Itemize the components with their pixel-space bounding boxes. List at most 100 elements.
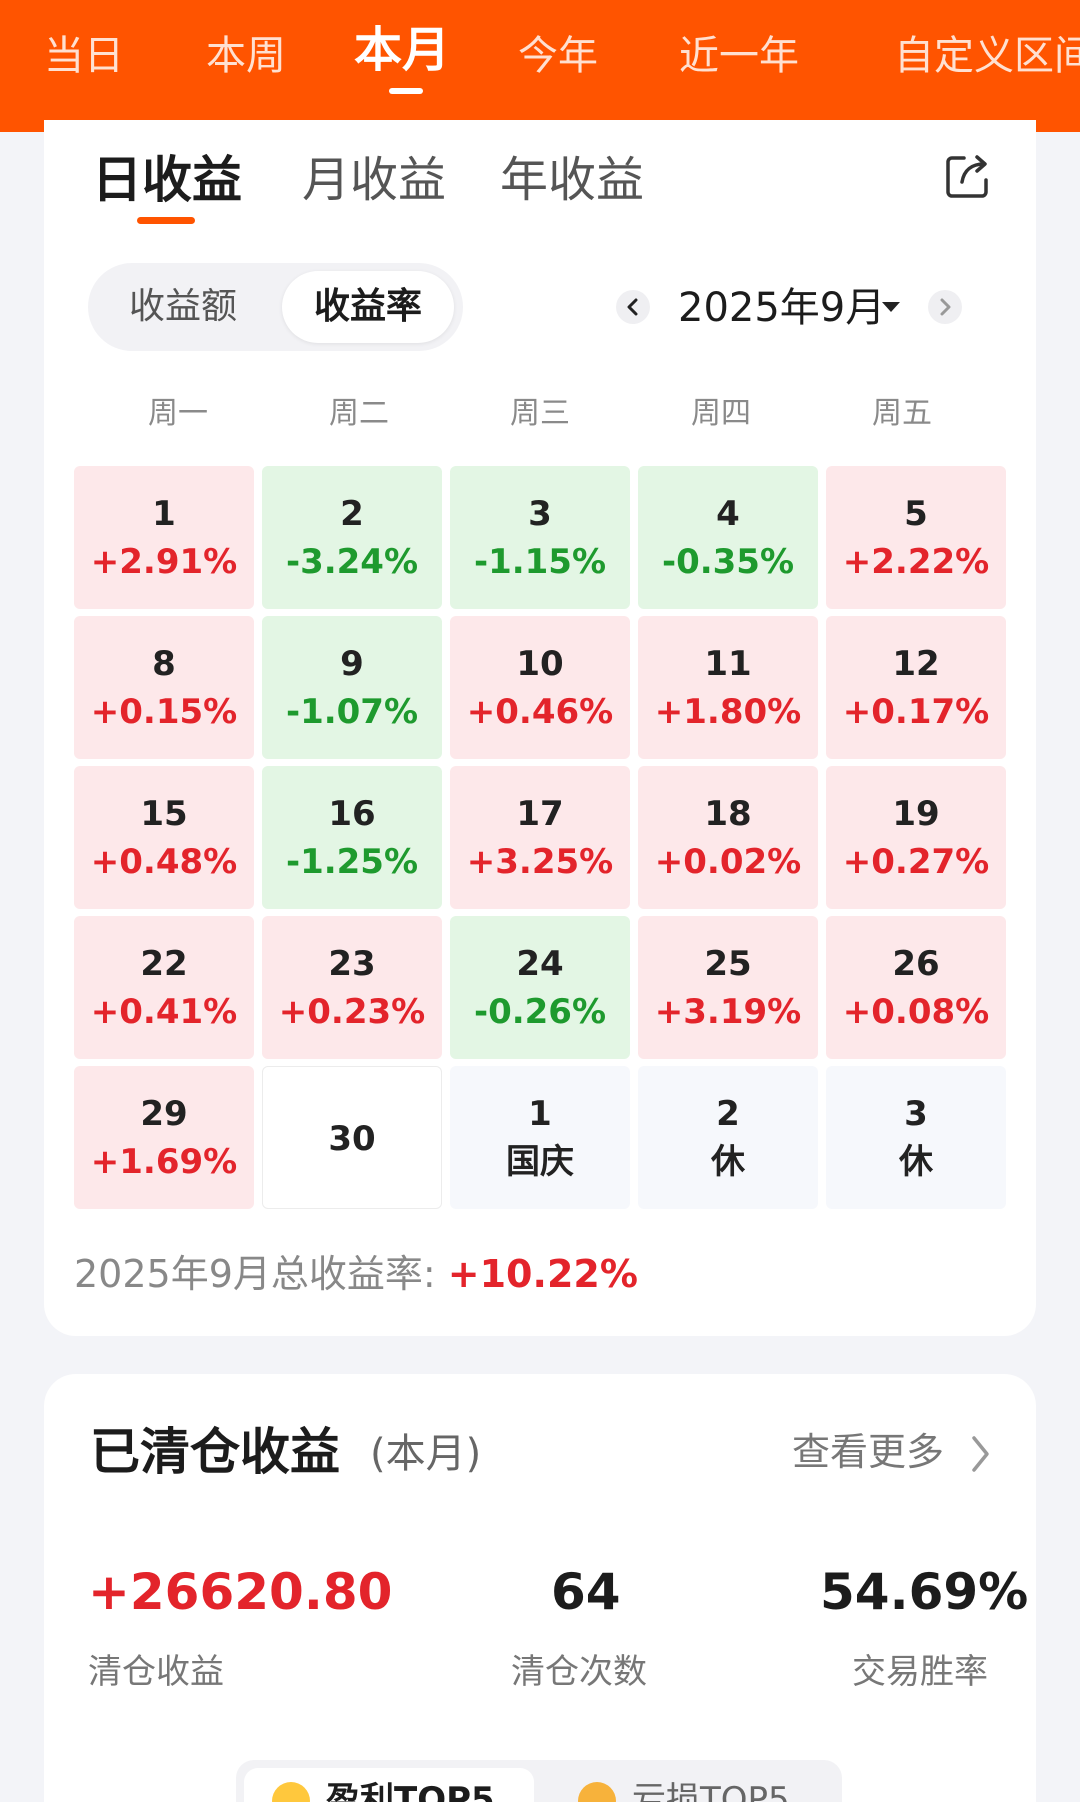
day-return: +2.22% (842, 542, 990, 582)
weekday-label: 周二 (329, 396, 389, 431)
segment-rate[interactable]: 收益率 (282, 271, 454, 343)
caret-down-icon[interactable] (882, 302, 900, 312)
chevron-left-icon (627, 298, 638, 316)
cleared-count-value: 64 (551, 1563, 621, 1621)
day-number: 18 (704, 794, 752, 834)
day-number: 5 (904, 494, 928, 534)
day-return: +0.23% (278, 992, 426, 1032)
calendar-day-cell[interactable]: 1 +2.91% (74, 466, 254, 609)
view-more-link[interactable]: 查看更多 (792, 1430, 945, 1474)
day-return: +0.08% (842, 992, 990, 1032)
cleared-profit-value: +26620.80 (88, 1563, 393, 1621)
prev-month-button[interactable] (616, 290, 650, 324)
calendar-day-cell[interactable]: 22 +0.41% (74, 916, 254, 1059)
calendar-day-cell[interactable]: 9 -1.07% (262, 616, 442, 759)
weekday-label: 周三 (510, 396, 570, 431)
calendar-day-cell[interactable]: 5 +2.22% (826, 466, 1006, 609)
chevron-right-icon (940, 298, 951, 316)
tab-this-month[interactable]: 本月 (354, 22, 451, 78)
weekday-label: 周四 (691, 396, 751, 431)
tab-loss-top5[interactable]: 亏损TOP5 (632, 1780, 790, 1802)
tab-this-year[interactable]: 今年 (518, 33, 598, 79)
calendar-day-cell[interactable]: 8 +0.15% (74, 616, 254, 759)
win-rate-label: 交易胜率 (852, 1652, 988, 1692)
tab-last-year[interactable]: 近一年 (679, 33, 799, 79)
day-number: 16 (328, 794, 376, 834)
day-number: 11 (704, 644, 752, 684)
calendar-day-cell[interactable]: 29 +1.69% (74, 1066, 254, 1209)
day-number: 1 (528, 1094, 552, 1134)
day-return: +3.25% (466, 842, 614, 882)
day-return: -1.25% (285, 842, 419, 882)
next-month-button[interactable] (928, 290, 962, 324)
calendar-day-cell[interactable]: 2 -3.24% (262, 466, 442, 609)
day-number: 30 (328, 1119, 376, 1159)
calendar-day-cell[interactable]: 12 +0.17% (826, 616, 1006, 759)
calendar-day-cell[interactable]: 15 +0.48% (74, 766, 254, 909)
win-rate-value: 54.69% (820, 1563, 1029, 1621)
calendar-day-cell[interactable]: 1 国庆 (450, 1066, 630, 1209)
day-return: -1.07% (285, 692, 419, 732)
day-number: 1 (152, 494, 176, 534)
day-number: 12 (892, 644, 940, 684)
holiday-label: 休 (899, 1142, 933, 1182)
day-return: -0.35% (661, 542, 795, 582)
calendar-day-cell[interactable]: 26 +0.08% (826, 916, 1006, 1059)
cleared-profit-label: 清仓收益 (88, 1652, 224, 1692)
period-tab-bar: 当日 本周 本月 今年 近一年 自定义区间 (0, 0, 1080, 132)
calendar-day-cell[interactable]: 19 +0.27% (826, 766, 1006, 909)
metric-segment-control: 收益额 收益率 (88, 263, 463, 351)
chevron-right-icon[interactable] (970, 1434, 992, 1474)
tab-profit-top5[interactable]: 盈利TOP5 (326, 1780, 495, 1802)
day-return: +0.17% (842, 692, 990, 732)
day-return: +3.19% (654, 992, 802, 1032)
calendar-day-cell[interactable]: 4 -0.35% (638, 466, 818, 609)
day-return: +1.80% (654, 692, 802, 732)
top5-toggle: 盈利TOP5 亏损TOP5 (236, 1760, 842, 1802)
tab-yearly-returns[interactable]: 年收益 (500, 152, 645, 208)
day-return: +0.15% (90, 692, 238, 732)
day-number: 23 (328, 944, 376, 984)
total-label: 2025年9月总收益率: (74, 1252, 448, 1296)
weekday-label: 周一 (148, 396, 208, 431)
calendar-day-cell[interactable]: 18 +0.02% (638, 766, 818, 909)
day-return: -1.15% (473, 542, 607, 582)
calendar-day-cell[interactable]: 30 (262, 1066, 442, 1209)
cleared-title: 已清仓收益 (90, 1423, 340, 1481)
tab-custom-range[interactable]: 自定义区间 (894, 33, 1080, 79)
tab-this-week[interactable]: 本周 (206, 33, 286, 79)
day-number: 15 (140, 794, 188, 834)
day-number: 26 (892, 944, 940, 984)
calendar-day-cell[interactable]: 3 -1.15% (450, 466, 630, 609)
share-icon[interactable] (942, 150, 994, 202)
calendar-day-cell[interactable]: 17 +3.25% (450, 766, 630, 909)
day-return: +0.02% (654, 842, 802, 882)
day-return: -0.26% (473, 992, 607, 1032)
day-number: 3 (904, 1094, 928, 1134)
day-number: 29 (140, 1094, 188, 1134)
weekday-label: 周五 (872, 396, 932, 431)
segment-amount[interactable]: 收益额 (128, 286, 237, 327)
calendar-day-cell[interactable]: 16 -1.25% (262, 766, 442, 909)
day-return: +2.91% (90, 542, 238, 582)
tab-today[interactable]: 当日 (44, 33, 124, 79)
calendar-day-cell[interactable]: 23 +0.23% (262, 916, 442, 1059)
subtab-indicator (137, 217, 195, 224)
tab-daily-returns[interactable]: 日收益 (92, 151, 242, 209)
active-tab-indicator (389, 88, 423, 94)
day-return: +0.48% (90, 842, 238, 882)
day-return: +1.69% (90, 1142, 238, 1182)
day-number: 17 (516, 794, 564, 834)
calendar-day-cell[interactable]: 24 -0.26% (450, 916, 630, 1059)
calendar-day-cell[interactable]: 11 +1.80% (638, 616, 818, 759)
day-number: 9 (340, 644, 364, 684)
total-value: +10.22% (447, 1252, 638, 1296)
day-number: 24 (516, 944, 564, 984)
month-picker[interactable]: 2025年9月 (678, 285, 886, 331)
calendar-day-cell[interactable]: 25 +3.19% (638, 916, 818, 1059)
calendar-day-cell[interactable]: 10 +0.46% (450, 616, 630, 759)
tab-monthly-returns[interactable]: 月收益 (302, 152, 447, 208)
day-number: 2 (340, 494, 364, 534)
